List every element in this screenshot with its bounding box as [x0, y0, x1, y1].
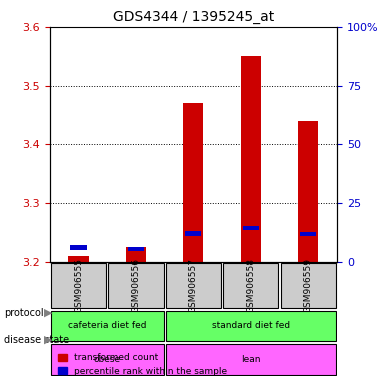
FancyBboxPatch shape	[281, 263, 336, 308]
Bar	[126, 247, 146, 262]
Bar	[70, 245, 87, 250]
Text: GSM906557: GSM906557	[189, 258, 198, 313]
Legend: transformed count, percentile rank within the sample: transformed count, percentile rank withi…	[54, 350, 231, 379]
FancyBboxPatch shape	[223, 263, 278, 308]
Text: disease state: disease state	[4, 335, 69, 345]
Bar	[69, 256, 88, 262]
Text: obese: obese	[94, 355, 121, 364]
Bar	[128, 247, 144, 252]
Text: GSM906558: GSM906558	[246, 258, 255, 313]
Title: GDS4344 / 1395245_at: GDS4344 / 1395245_at	[113, 10, 274, 25]
FancyBboxPatch shape	[51, 311, 164, 341]
FancyBboxPatch shape	[108, 263, 164, 308]
Text: GSM906559: GSM906559	[304, 258, 313, 313]
Bar	[298, 121, 318, 262]
Text: ▶: ▶	[44, 308, 52, 318]
FancyBboxPatch shape	[51, 263, 106, 308]
Bar	[243, 226, 259, 230]
FancyBboxPatch shape	[51, 344, 164, 375]
Text: protocol: protocol	[4, 308, 43, 318]
Text: ▶: ▶	[44, 335, 52, 345]
Text: lean: lean	[241, 355, 260, 364]
Text: GSM906555: GSM906555	[74, 258, 83, 313]
Text: standard diet fed: standard diet fed	[212, 321, 290, 330]
Bar	[185, 231, 201, 236]
Bar	[241, 56, 261, 262]
Bar	[300, 232, 316, 236]
Text: cafeteria diet fed: cafeteria diet fed	[68, 321, 146, 330]
FancyBboxPatch shape	[166, 263, 221, 308]
FancyBboxPatch shape	[166, 344, 336, 375]
Bar	[183, 103, 203, 262]
Text: GSM906556: GSM906556	[131, 258, 141, 313]
FancyBboxPatch shape	[166, 311, 336, 341]
